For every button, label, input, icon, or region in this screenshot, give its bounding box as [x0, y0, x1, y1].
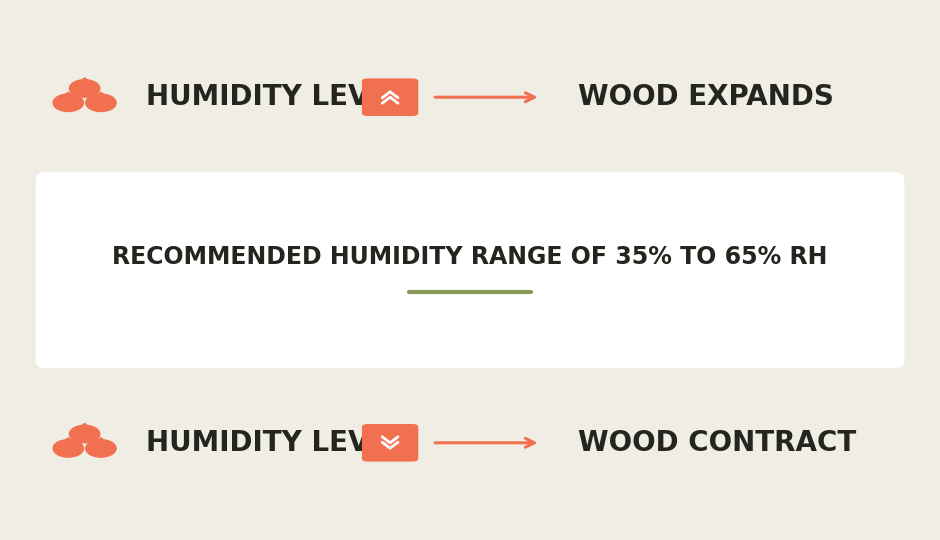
Polygon shape [55, 438, 81, 448]
Circle shape [86, 440, 116, 457]
Circle shape [70, 80, 100, 97]
FancyBboxPatch shape [362, 424, 418, 462]
FancyBboxPatch shape [36, 172, 904, 368]
Circle shape [54, 94, 84, 111]
Polygon shape [88, 438, 114, 448]
Circle shape [54, 440, 84, 457]
Circle shape [86, 94, 116, 111]
Text: HUMIDITY LEVEL: HUMIDITY LEVEL [146, 429, 406, 457]
Circle shape [70, 426, 100, 443]
Text: RECOMMENDED HUMIDITY RANGE OF 35% TO 65% RH: RECOMMENDED HUMIDITY RANGE OF 35% TO 65%… [112, 245, 828, 268]
Text: WOOD EXPANDS: WOOD EXPANDS [578, 83, 834, 111]
Polygon shape [88, 92, 114, 102]
Polygon shape [72, 78, 97, 88]
Text: WOOD CONTRACT: WOOD CONTRACT [578, 429, 856, 457]
Polygon shape [72, 423, 97, 434]
FancyBboxPatch shape [362, 78, 418, 116]
Text: HUMIDITY LEVEL: HUMIDITY LEVEL [146, 83, 406, 111]
Polygon shape [55, 92, 81, 102]
